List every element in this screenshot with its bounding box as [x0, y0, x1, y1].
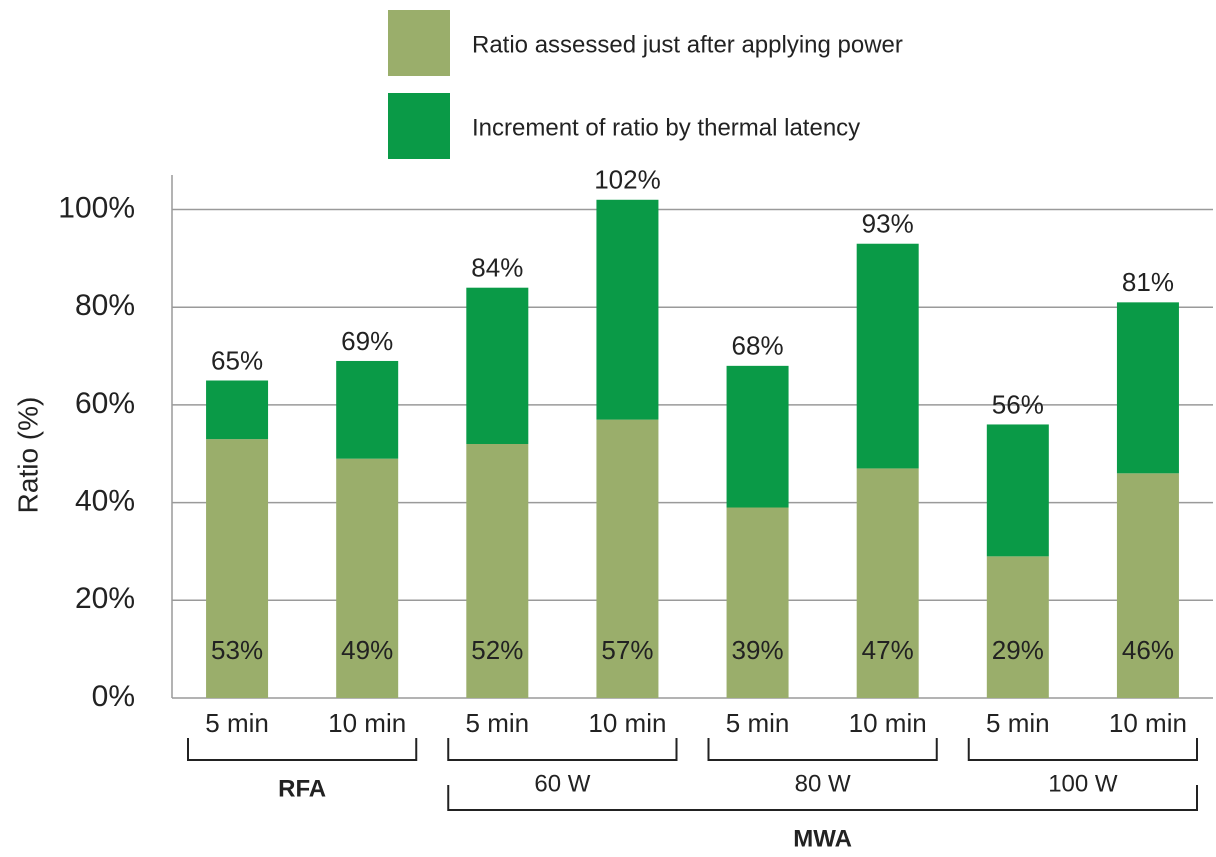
bracket — [447, 785, 1198, 811]
legend-swatch — [388, 93, 450, 159]
bar-segment — [856, 468, 919, 698]
value-label: 46% — [1122, 635, 1174, 665]
bar-segment — [336, 360, 399, 459]
total-label: 69% — [341, 326, 393, 356]
y-axis-label: Ratio (%) — [12, 397, 43, 514]
x-tick-label: 10 min — [1109, 708, 1187, 738]
bar-segment — [336, 458, 399, 698]
bar-segment — [206, 380, 269, 440]
y-tick-label: 40% — [75, 485, 135, 518]
y-tick-label: 60% — [75, 387, 135, 420]
legend-label: Increment of ratio by thermal latency — [472, 114, 860, 141]
bar-segment — [466, 287, 529, 444]
y-tick-label: 20% — [75, 582, 135, 615]
y-tick-label: 80% — [75, 289, 135, 322]
total-label: 102% — [594, 165, 661, 195]
value-label: 47% — [862, 635, 914, 665]
legend-label: Ratio assessed just after applying power — [472, 31, 903, 58]
bar-segment — [986, 556, 1049, 698]
legend-swatch — [388, 10, 450, 76]
value-label: 53% — [211, 635, 263, 665]
total-label: 93% — [862, 209, 914, 239]
x-tick-label: 5 min — [205, 708, 269, 738]
total-label: 68% — [732, 331, 784, 361]
y-tick-label: 0% — [92, 680, 135, 713]
bracket — [447, 738, 678, 761]
x-tick-label: 10 min — [849, 708, 927, 738]
value-label: 57% — [601, 635, 653, 665]
value-label: 49% — [341, 635, 393, 665]
bar-segment — [596, 199, 659, 420]
group-label: 100 W — [1048, 770, 1118, 797]
bar-segment — [206, 439, 269, 698]
bar-segment — [596, 419, 659, 698]
total-label: 81% — [1122, 267, 1174, 297]
bar-segment — [1116, 473, 1179, 698]
value-label: 29% — [992, 635, 1044, 665]
bar-segment — [466, 444, 529, 698]
x-tick-label: 10 min — [328, 708, 406, 738]
y-tick-label: 100% — [58, 191, 135, 224]
bar-segment — [1116, 302, 1179, 474]
bar-segment — [726, 365, 789, 508]
group-label: 60 W — [534, 770, 590, 797]
value-label: 52% — [471, 635, 523, 665]
group-label: RFA — [278, 775, 326, 802]
x-tick-label: 10 min — [588, 708, 666, 738]
total-label: 56% — [992, 389, 1044, 419]
bar-segment — [856, 243, 919, 469]
bracket — [967, 738, 1198, 761]
supergroup-label: MWA — [793, 825, 852, 852]
group-label: 80 W — [795, 770, 851, 797]
bracket — [187, 738, 418, 761]
total-label: 84% — [471, 253, 523, 283]
bracket — [707, 738, 938, 761]
value-label: 39% — [732, 635, 784, 665]
bar-segment — [986, 424, 1049, 557]
x-tick-label: 5 min — [726, 708, 790, 738]
total-label: 65% — [211, 345, 263, 375]
x-tick-label: 5 min — [986, 708, 1050, 738]
bar-segment — [726, 507, 789, 698]
x-tick-label: 5 min — [466, 708, 530, 738]
